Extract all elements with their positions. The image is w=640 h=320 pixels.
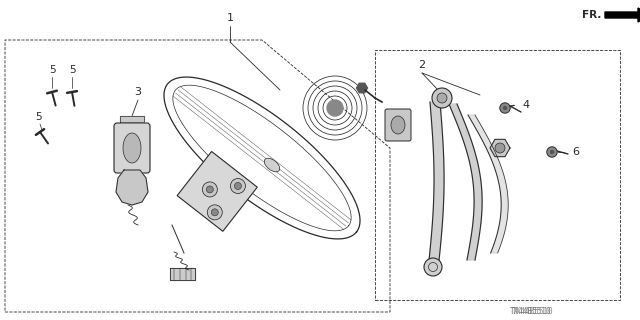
Polygon shape	[116, 170, 148, 205]
Text: 5: 5	[35, 112, 42, 122]
Ellipse shape	[264, 158, 280, 172]
Circle shape	[234, 182, 241, 189]
Circle shape	[211, 209, 218, 216]
Text: TX44B5510: TX44B5510	[512, 307, 554, 316]
Circle shape	[437, 93, 447, 103]
Polygon shape	[490, 139, 510, 157]
FancyBboxPatch shape	[114, 123, 150, 173]
Circle shape	[500, 103, 510, 113]
Text: 2: 2	[419, 60, 426, 70]
Text: 5: 5	[68, 65, 76, 75]
Polygon shape	[170, 268, 195, 280]
Text: 5: 5	[49, 65, 55, 75]
Polygon shape	[605, 8, 640, 22]
Polygon shape	[468, 115, 508, 253]
Polygon shape	[177, 151, 257, 231]
Circle shape	[202, 182, 218, 197]
Text: TX44B5510: TX44B5510	[510, 307, 552, 316]
Text: 4: 4	[522, 100, 529, 110]
Text: FR.: FR.	[582, 10, 602, 20]
Circle shape	[547, 147, 557, 157]
Bar	[375, 50, 620, 300]
Circle shape	[327, 100, 343, 116]
Circle shape	[230, 179, 245, 194]
Circle shape	[206, 186, 213, 193]
Circle shape	[207, 205, 222, 220]
Circle shape	[495, 143, 505, 153]
Polygon shape	[428, 102, 444, 270]
Circle shape	[432, 88, 452, 108]
Circle shape	[503, 106, 508, 110]
Text: 3: 3	[134, 87, 141, 97]
Text: 6: 6	[572, 147, 579, 157]
Polygon shape	[120, 116, 144, 122]
Circle shape	[424, 258, 442, 276]
FancyBboxPatch shape	[385, 109, 411, 141]
Polygon shape	[449, 104, 482, 260]
Ellipse shape	[123, 133, 141, 163]
Text: 1: 1	[227, 13, 234, 23]
Polygon shape	[356, 83, 367, 93]
Circle shape	[550, 150, 554, 154]
Ellipse shape	[391, 116, 405, 134]
